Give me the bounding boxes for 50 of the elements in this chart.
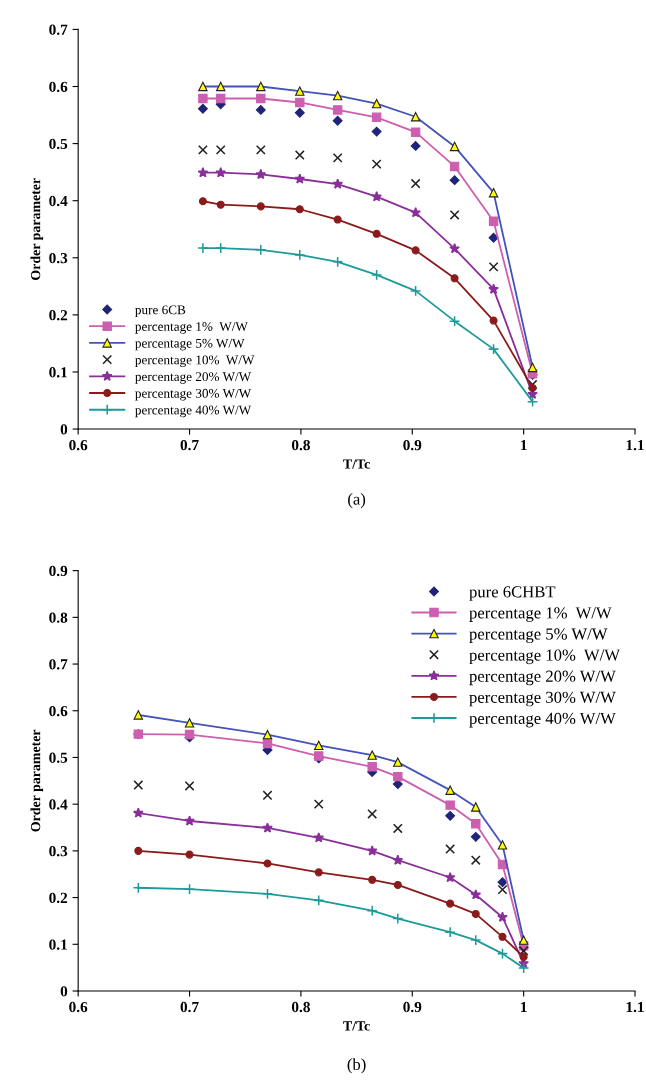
x-tick-label: 0.7 [180, 1001, 199, 1013]
y-tick-label: 0.3 [49, 846, 68, 857]
legend-label: percentage 40% W/W [469, 712, 616, 728]
y-tick-label: 0.7 [49, 24, 68, 35]
y-tick-label: 0 [60, 424, 68, 435]
y-tick-label: 0.5 [49, 752, 68, 763]
x-tick-label: 0.6 [69, 439, 88, 451]
x-tick-label: 1.1 [626, 440, 644, 451]
y-axis-title: Order parameter [30, 178, 44, 280]
y-tick-label: 0.4 [49, 195, 68, 207]
legend-label: percentage 30% W/W [469, 691, 616, 707]
x-tick-label: 1 [521, 1001, 527, 1013]
legend-label: percentage 1% W/W [135, 322, 248, 334]
x-tick-label: 0.7 [180, 439, 199, 451]
x-tick-label: 0.8 [291, 1001, 310, 1013]
y-tick-label: 0.7 [49, 659, 68, 670]
legend-label: percentage 20% W/W [135, 372, 252, 384]
legend-label: percentage 5% W/W [469, 628, 608, 644]
y-axis-title: Order parameter [30, 729, 44, 832]
x-axis-title: T/Tc [343, 459, 370, 469]
text: (b) [347, 1058, 366, 1074]
x-tick-label: 0.8 [291, 439, 310, 451]
text: (a) [348, 493, 366, 509]
y-tick-label: 0.2 [49, 310, 68, 321]
x-tick-label: 1.1 [626, 1001, 644, 1013]
legend-label: percentage 20% W/W [469, 670, 616, 686]
legend-label: percentage 40% W/W [135, 405, 252, 418]
y-tick-label: 0.1 [49, 939, 67, 950]
y-tick-label: 0.4 [49, 799, 68, 810]
x-tick-label: 1 [521, 440, 527, 451]
legend-label: percentage 5% W/W [135, 338, 245, 351]
legend-label: percentage 10% W/W [135, 355, 255, 368]
y-tick-label: 0.3 [49, 252, 68, 264]
y-tick-label: 0.8 [49, 612, 68, 623]
legend-label: percentage 30% W/W [135, 388, 252, 401]
legend-label: pure 6CB [135, 305, 186, 317]
y-tick-label: 0.1 [49, 367, 67, 378]
y-tick-label: 0.6 [49, 705, 68, 717]
legend-label: pure 6CHBT [469, 586, 556, 601]
y-tick-label: 0.6 [49, 81, 68, 93]
y-tick-label: 0.9 [49, 565, 68, 577]
y-tick-label: 0.2 [49, 892, 68, 904]
legend-label: percentage 1% W/W [469, 607, 612, 622]
x-tick-label: 0.9 [403, 1001, 422, 1013]
x-tick-label: 0.6 [69, 1001, 88, 1013]
y-tick-label: 0.5 [49, 138, 68, 150]
x-axis-title: T/Tc [343, 1021, 370, 1031]
legend-label: percentage 10% W/W [469, 649, 620, 665]
y-tick-label: 0 [60, 986, 68, 997]
x-tick-label: 0.9 [403, 439, 422, 451]
